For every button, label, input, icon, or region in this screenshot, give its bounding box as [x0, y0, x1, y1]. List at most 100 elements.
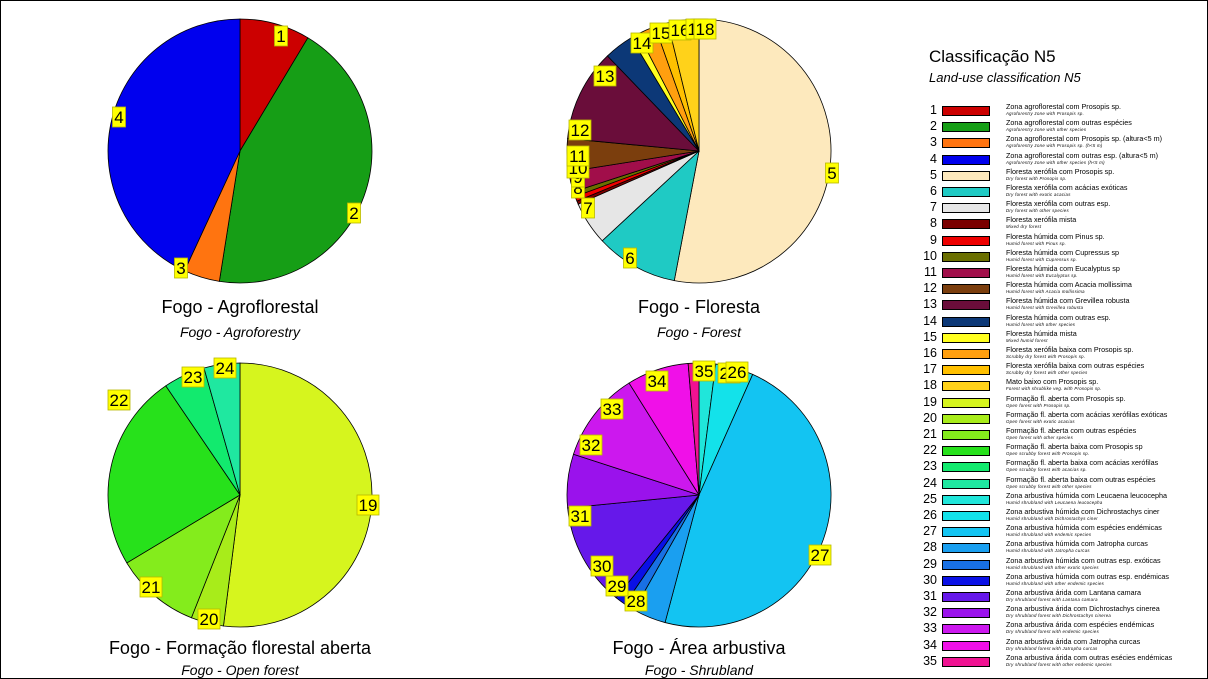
slice-label-15: 15	[649, 22, 673, 44]
legend-item-number: 2	[930, 119, 937, 134]
slice-label-30: 30	[590, 555, 614, 577]
legend-item-translation: Humid forest with Pinus sp.	[1006, 240, 1067, 246]
legend-item-number: 33	[923, 621, 937, 636]
legend-item-label: Zona agroflorestal com Prosopis sp. (alt…	[1006, 134, 1162, 144]
legend-item-label: Zona arbustiva húmida com Dichrostachys …	[1006, 507, 1160, 516]
legend-item-translation: Humid forest with Eucalyptus sp.	[1006, 273, 1078, 278]
legend-item-25: 25 Zona arbustiva húmida com Leucaena leu…	[900, 491, 1200, 505]
legend-item-number: 13	[923, 297, 937, 312]
legend-item-translation: Humid shrubland with Jatropha curcas	[1006, 548, 1090, 554]
legend-color-swatch	[942, 494, 990, 505]
svg-text:7: 7	[583, 199, 592, 218]
pie-chart-3: 19 20 21 22 23 24	[107, 357, 380, 630]
legend-color-swatch	[942, 430, 990, 440]
legend-item-28: 28 Zona arbustiva húmida com Jatropha cur…	[900, 540, 1200, 554]
legend-color-swatch	[942, 462, 990, 473]
legend-item-label: Formação fl. aberta baixa com Prosopis s…	[1006, 442, 1143, 452]
slice-label-1: 1	[274, 25, 288, 47]
legend-item-label: Floresta húmida com Grevillea robusta	[1006, 296, 1130, 306]
chart-4-title: Fogo - Área arbustiva	[612, 638, 786, 658]
slice-label-7: 7	[581, 197, 595, 219]
slice-label-27: 27	[808, 544, 832, 566]
slice-label-33: 33	[600, 398, 624, 420]
legend-item-label: Floresta xerófila baixa com outras espéc…	[1006, 361, 1145, 371]
legend-item-translation: Dry shrubland forest with Lantana camara	[1006, 597, 1098, 602]
legend-item-number: 34	[923, 637, 937, 652]
legend-item-number: 23	[923, 459, 937, 474]
svg-text:30: 30	[593, 557, 612, 576]
legend-color-swatch	[942, 349, 990, 359]
slice-label-14: 14	[630, 32, 654, 54]
legend-item-label: Zona arbustiva árida com espécies endémi…	[1006, 620, 1155, 630]
legend-item-translation: Dry shrubland forest with Dichrostachys …	[1006, 613, 1112, 619]
legend-subtitle: Land-use classification N5	[929, 70, 1081, 85]
legend-item-translation: Scrubby dry forest with Prosopis sp.	[1006, 354, 1086, 359]
slice-label-5: 5	[825, 162, 839, 184]
legend-item-18: 18 Mato baixo com Prosopis sp. Forest with…	[900, 378, 1200, 393]
slice-label-26: 26	[725, 361, 749, 383]
slice-label-12: 12	[568, 119, 592, 141]
legend-item-number: 32	[923, 605, 937, 620]
legend-item-translation: Dry shrubland forest with endemic specie…	[1006, 629, 1100, 635]
slice-label-13: 13	[593, 65, 617, 87]
legend-item-translation: Dry forest with other species	[1006, 208, 1069, 214]
svg-text:8: 8	[573, 179, 582, 198]
legend-color-swatch	[942, 446, 990, 457]
legend-item-label: Floresta húmida com Cupressus sp	[1006, 247, 1120, 257]
legend-item-2: 2 Zona agroflorestal com outras espécies A…	[900, 118, 1200, 134]
svg-text:21: 21	[142, 578, 161, 597]
legend-item-number: 1	[930, 103, 937, 117]
svg-text:35: 35	[695, 362, 714, 381]
legend-item-34: 34 Zona arbustiva árida com Jatropha curc…	[900, 637, 1200, 652]
legend-item-number: 20	[923, 410, 937, 425]
legend-item-number: 6	[930, 184, 937, 198]
svg-text:26: 26	[728, 363, 747, 382]
legend-item-number: 8	[930, 216, 937, 231]
legend-item-label: Zona agroflorestal com outras espécies	[1006, 118, 1132, 128]
legend-item-label: Zona agroflorestal com Prosopis sp.	[1006, 102, 1122, 111]
legend-item-translation: Humid shrubland with other exotic specie…	[1006, 564, 1099, 570]
legend-item-translation: Humid forest with Cupressus sp.	[1006, 256, 1078, 262]
pie-labels: 1 2 3 4	[112, 25, 361, 279]
pie-chart-4: 2526272829303132333435	[566, 360, 832, 628]
svg-text:6: 6	[625, 249, 634, 268]
legend-item-number: 22	[923, 443, 937, 458]
chart-4-subtitle: Fogo - Shrubland	[644, 662, 754, 678]
legend-item-number: 24	[923, 475, 937, 490]
legend-color-swatch	[942, 365, 990, 376]
legend-item-translation: Open scrubby forest with acacias sp.	[1006, 467, 1088, 473]
legend-item-translation: Humid shrubland with Leucaena leucocepha	[1006, 499, 1103, 505]
legend-item-label: Floresta xerófila com acácias exóticas	[1006, 183, 1128, 192]
pie-chart-2: 56789101112131415161718	[566, 18, 839, 284]
legend-item-label: Formação fl. aberta baixa com outras esp…	[1006, 474, 1156, 484]
legend-item-translation: Humid shrubland with other endemic speci…	[1006, 580, 1105, 586]
legend-item-number: 18	[923, 378, 937, 393]
legend-item-number: 19	[923, 394, 937, 409]
legend-item-13: 13 Floresta húmida com Grevillea robusta H…	[900, 296, 1200, 312]
legend-color-swatch	[942, 656, 990, 667]
pie-slice-22	[107, 385, 241, 564]
legend-item-number: 5	[930, 167, 937, 182]
svg-text:24: 24	[216, 359, 235, 378]
legend-item-translation: Mixed humid forest	[1006, 337, 1048, 343]
svg-text:5: 5	[827, 164, 836, 183]
legend-color-swatch	[942, 397, 990, 408]
legend-item-translation: Humid shrubland with Dichrostachys ciner	[1006, 516, 1099, 521]
legend-color-swatch	[942, 559, 990, 570]
legend-item-translation: Humid forest with Grevillea robusta	[1006, 305, 1084, 311]
svg-text:31: 31	[571, 507, 590, 526]
legend-item-27: 27 Zona arbustiva húmida com espécies end…	[900, 524, 1200, 539]
legend-item-10: 10 Floresta húmida com Cupressus sp Humid …	[900, 247, 1200, 262]
legend-item-number: 27	[923, 524, 937, 539]
legend-item-label: Floresta húmida mista	[1006, 328, 1077, 338]
pie-labels: 2526272829303132333435	[568, 360, 832, 612]
legend-item-translation: Humid forest with other species	[1006, 321, 1076, 327]
legend-color-swatch	[942, 608, 990, 619]
legend-item-label: Floresta xerófila com outras esp.	[1006, 199, 1111, 209]
legend-item-7: 7 Floresta xerófila com outras esp. Dry fo…	[900, 199, 1200, 214]
svg-text:33: 33	[603, 400, 622, 419]
legend-item-number: 15	[923, 329, 937, 344]
legend-item-12: 12 Floresta húmida com Acacia mollissima H…	[900, 281, 1200, 295]
legend-color-swatch	[942, 203, 990, 214]
svg-text:20: 20	[200, 610, 219, 629]
